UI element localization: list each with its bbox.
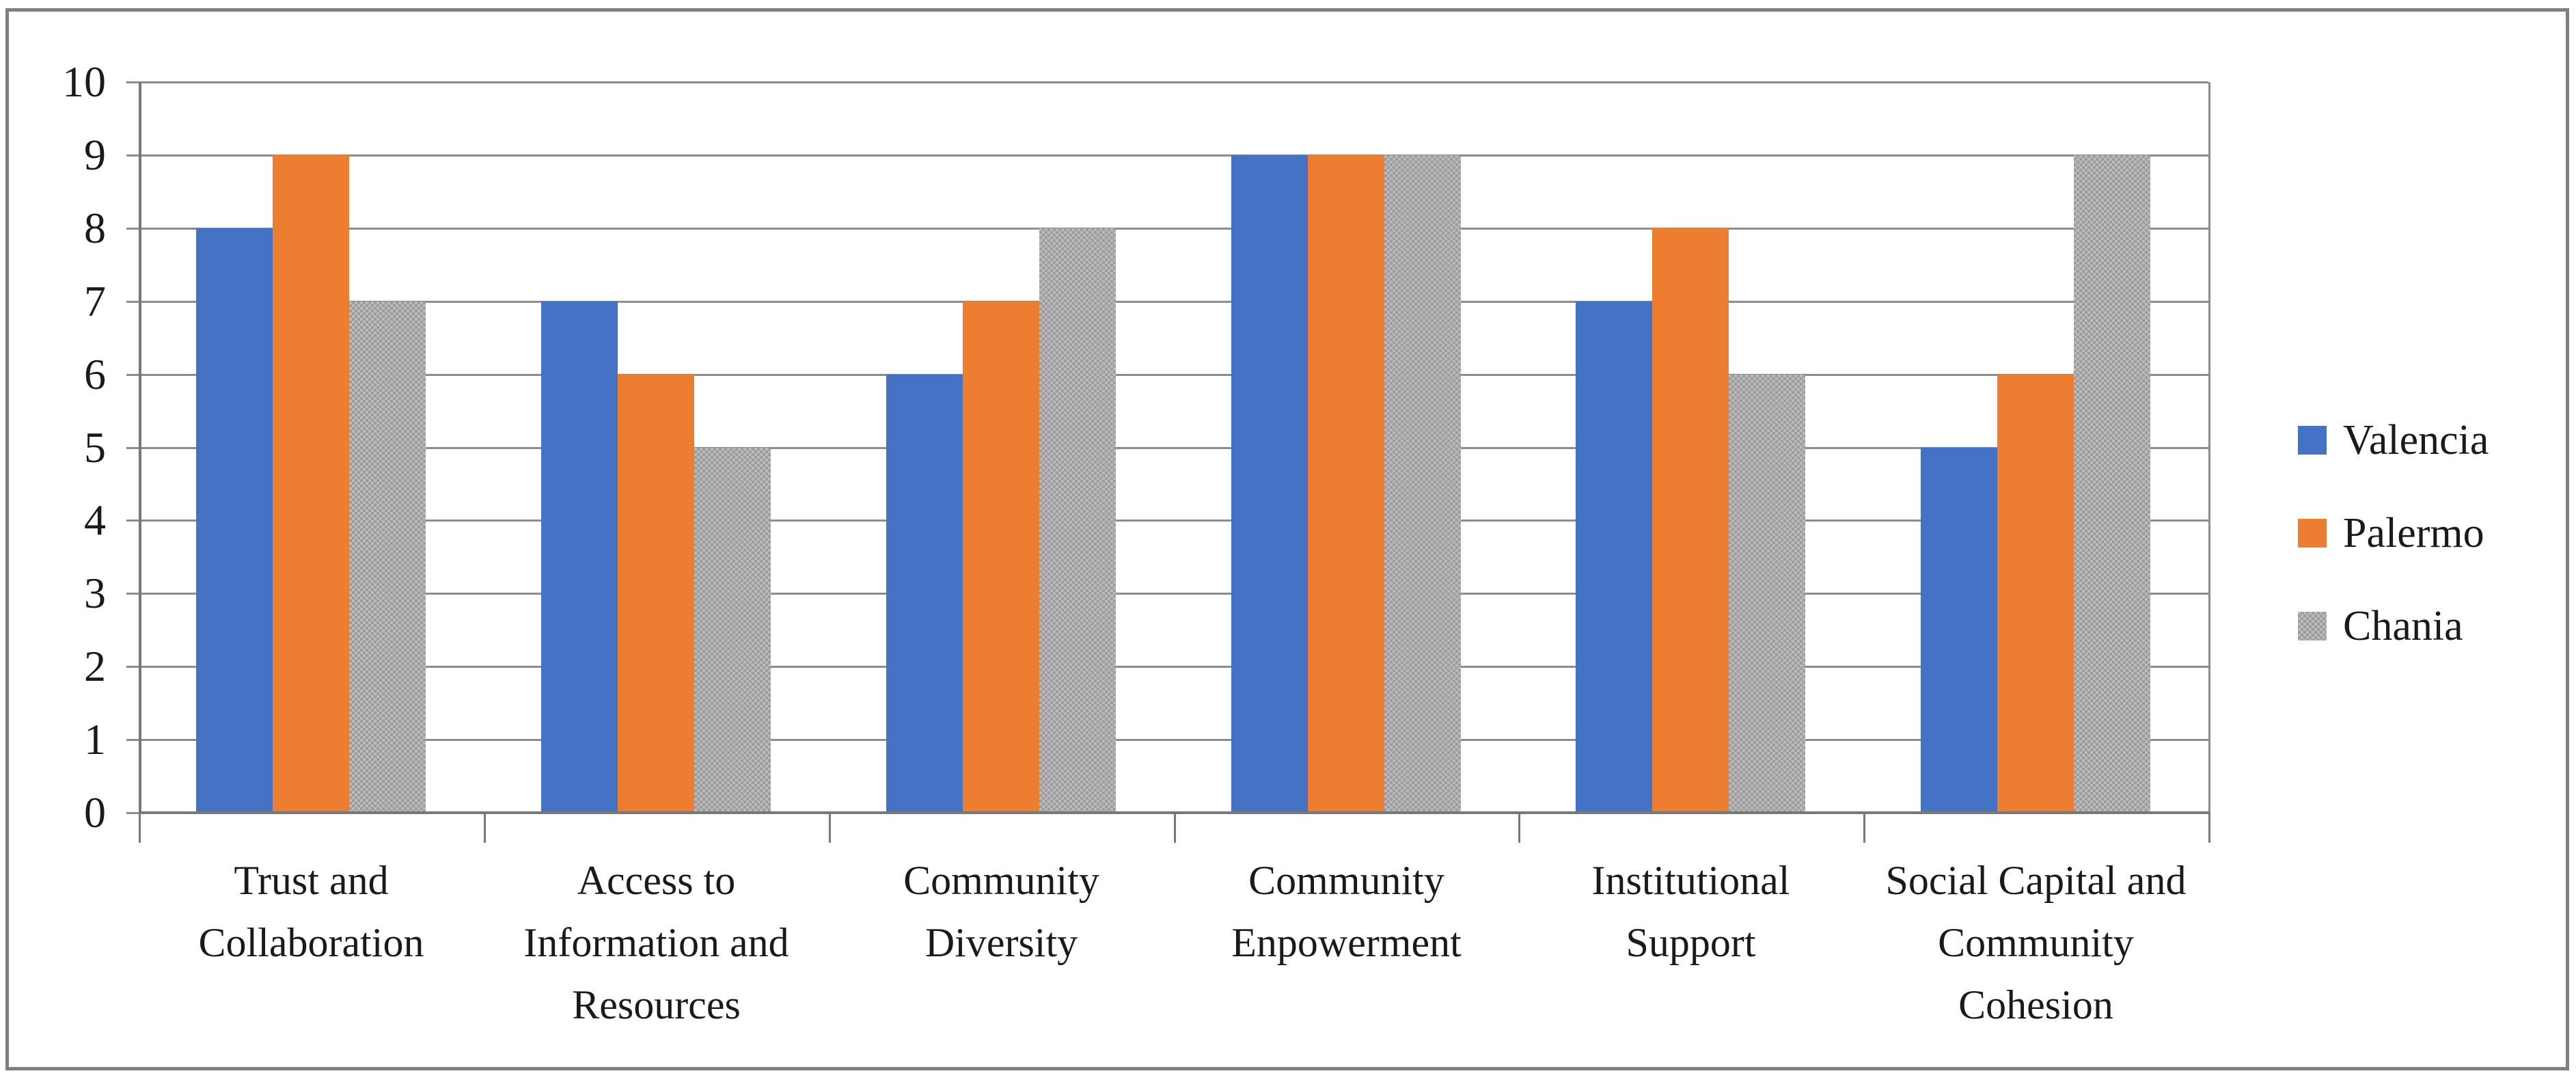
legend-swatch-palermo (2298, 519, 2327, 548)
y-tick-label-3: 3 (84, 569, 106, 617)
y-tick-label-6: 6 (84, 350, 106, 399)
legend-item-chania: Chania (2298, 595, 2489, 658)
bar-valencia-community-enpowerment (1231, 155, 1308, 813)
bar-valencia-community-diversity (886, 375, 963, 813)
x-category-label-slot-community-diversity: Community Diversity (829, 850, 1174, 974)
legend-swatch-valencia (2298, 426, 2327, 455)
bar-valencia-trust-and-collaboration (196, 228, 273, 813)
x-category-label-community-diversity: Community Diversity (903, 858, 1099, 965)
y-tick-label-7: 7 (84, 277, 106, 325)
x-axis-line (139, 811, 2210, 814)
bar-palermo-access-to-information-and-resources (618, 375, 694, 813)
y-tick-label-2: 2 (84, 642, 106, 690)
gridline-y-6 (126, 374, 2208, 376)
gridline-y-10 (126, 81, 2208, 83)
x-axis-tick-3 (1174, 814, 1176, 843)
y-tick-label-5: 5 (84, 423, 106, 472)
bar-palermo-community-enpowerment (1308, 155, 1384, 813)
gridline-y-1 (126, 739, 2208, 741)
gridline-y-3 (126, 593, 2208, 595)
y-tick-label-4: 4 (84, 496, 106, 544)
x-axis-tick-1 (484, 814, 486, 843)
x-axis-tick-2 (829, 814, 831, 843)
x-category-label-community-enpowerment: Community Enpowerment (1231, 858, 1462, 965)
y-tick-label-8: 8 (84, 204, 106, 252)
y-tick-label-0: 0 (84, 788, 106, 837)
bar-chania-institutional-support (1729, 375, 1805, 813)
x-axis-tick-5 (1863, 814, 1865, 843)
gridline-y-9 (126, 154, 2208, 157)
legend: Valencia Palermo Chania (2298, 409, 2489, 688)
bar-chania-trust-and-collaboration (349, 301, 426, 813)
y-axis-line (139, 82, 141, 813)
gridline-y-2 (126, 666, 2208, 668)
gridline-y-7 (126, 301, 2208, 303)
gridline-y-8 (126, 228, 2208, 230)
y-tick-label-1: 1 (84, 715, 106, 764)
bar-palermo-institutional-support (1652, 228, 1729, 813)
legend-item-palermo: Palermo (2298, 502, 2489, 565)
x-category-label-slot-trust-and-collaboration: Trust and Collaboration (139, 850, 484, 974)
bar-valencia-social-capital-and-community-cohesion (1921, 448, 1997, 813)
x-category-label-slot-access-to-information-and-resources: Access to Information and Resources (484, 850, 829, 1036)
x-category-label-slot-institutional-support: Institutional Support (1518, 850, 1863, 974)
legend-item-valencia: Valencia (2298, 409, 2489, 472)
y-tick-label-9: 9 (84, 131, 106, 179)
x-category-label-access-to-information-and-resources: Access to Information and Resources (523, 858, 789, 1027)
x-category-label-slot-community-enpowerment: Community Enpowerment (1174, 850, 1519, 974)
bar-valencia-institutional-support (1576, 301, 1652, 813)
bar-palermo-trust-and-collaboration (273, 155, 349, 813)
bar-chania-community-diversity (1039, 228, 1116, 813)
x-axis-tick-4 (1518, 814, 1520, 843)
legend-label-valencia: Valencia (2343, 416, 2489, 463)
x-category-label-trust-and-collaboration: Trust and Collaboration (198, 858, 424, 965)
plot-right-border (2208, 82, 2210, 813)
bar-chania-community-enpowerment (1384, 155, 1461, 813)
bar-valencia-access-to-information-and-resources (541, 301, 618, 813)
bar-palermo-community-diversity (963, 301, 1039, 813)
legend-label-chania: Chania (2343, 602, 2463, 649)
x-category-label-social-capital-and-community-cohesion: Social Capital and Community Cohesion (1885, 858, 2187, 1027)
x-category-label-slot-social-capital-and-community-cohesion: Social Capital and Community Cohesion (1863, 850, 2208, 1036)
gridline-y-4 (126, 519, 2208, 522)
bar-palermo-social-capital-and-community-cohesion (1997, 375, 2074, 813)
legend-label-palermo: Palermo (2343, 509, 2484, 556)
bar-chania-social-capital-and-community-cohesion (2074, 155, 2150, 813)
x-axis-tick-0 (139, 814, 141, 843)
y-tick-label-10: 10 (62, 57, 106, 106)
bar-chania-access-to-information-and-resources (694, 448, 771, 813)
x-category-label-institutional-support: Institutional Support (1591, 858, 1790, 965)
gridline-y-5 (126, 447, 2208, 449)
x-axis-tick-6 (2208, 814, 2210, 843)
legend-swatch-chania (2298, 612, 2327, 640)
